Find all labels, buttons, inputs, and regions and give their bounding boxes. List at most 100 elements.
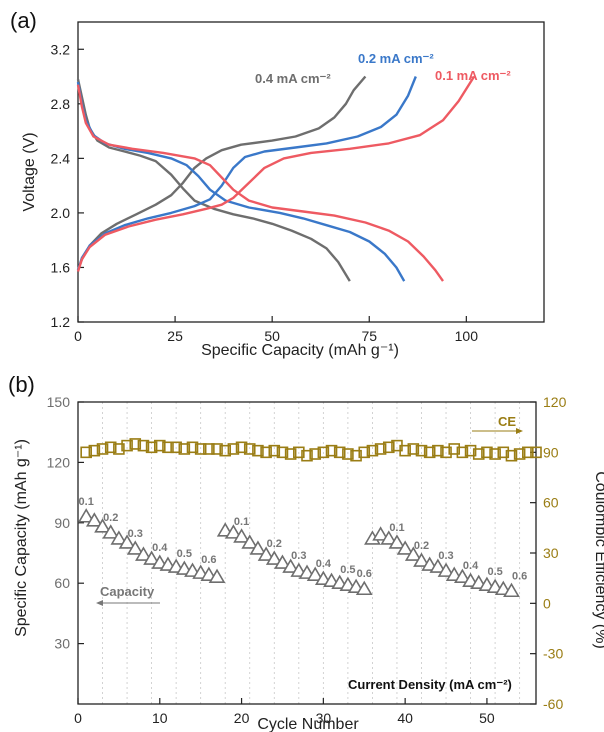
current-density-step-label: 0.3 (291, 550, 306, 562)
ce-point (268, 444, 281, 457)
capacity-point (118, 534, 136, 549)
current-density-step-label: 0.2 (414, 540, 429, 552)
ce-point (203, 443, 215, 455)
ce-point (415, 444, 428, 457)
ce-point (350, 449, 362, 462)
ce-point (227, 443, 240, 455)
ce-point (293, 446, 305, 459)
current-density-step-label: 0.1 (79, 496, 94, 508)
ce-point (464, 444, 477, 457)
capacity-point (241, 534, 259, 549)
ce-point (456, 446, 469, 459)
capacity-point (380, 530, 398, 545)
panel-b-label: (b) (8, 372, 35, 397)
current-density-label: Current Density (mA cm⁻²) (348, 677, 512, 692)
series-line-discharge (76, 79, 351, 282)
capacity-point (282, 558, 300, 573)
capacity-point (110, 530, 128, 545)
x-tick-label-a: 50 (264, 328, 280, 344)
ce-point (178, 443, 191, 455)
capacity-point (233, 528, 250, 543)
capacity-point (85, 512, 103, 527)
y-tick-label-b: 30 (54, 636, 70, 652)
y-tick-label-a: 1.2 (51, 314, 71, 330)
ce-point (489, 448, 501, 460)
ce-point (301, 449, 313, 462)
x-tick-label-a: 75 (361, 328, 377, 344)
current-density-step-label: 0.6 (512, 570, 527, 582)
y2-tick-label-b: 90 (543, 444, 559, 460)
x-axis-label-b: Cycle Number (257, 716, 359, 732)
y-tick-label-a: 2.4 (51, 150, 71, 166)
y2-tick-label-b: 0 (543, 595, 551, 611)
capacity-label: Capacity (100, 584, 155, 599)
ce-point (170, 441, 182, 454)
current-density-step-label: 0.6 (357, 568, 372, 580)
ce-point (194, 443, 207, 455)
capacity-point (135, 546, 152, 561)
capacity-point (225, 524, 242, 539)
capacity-point (429, 558, 447, 573)
ce-point (530, 446, 542, 459)
ce-point (284, 448, 297, 460)
ce-point (358, 446, 371, 459)
capacity-point (208, 568, 226, 583)
current-density-step-label: 0.5 (177, 548, 192, 560)
y-tick-label-b: 150 (47, 394, 71, 410)
y2-tick-label-b: 120 (543, 394, 567, 410)
capacity-point (355, 580, 373, 596)
current-density-step-label: 0.4 (152, 542, 168, 554)
capacity-point (404, 546, 422, 561)
y-tick-label-a: 2.0 (51, 205, 71, 221)
current-density-step-label: 0.1 (234, 516, 249, 528)
y-axis-label-a: Voltage (V) (21, 132, 38, 211)
ce-point (432, 444, 444, 457)
ce-point (243, 443, 256, 455)
ce-point (513, 448, 526, 460)
series-line-charge (76, 75, 476, 272)
capacity-point (454, 568, 471, 583)
capacity-point (249, 540, 267, 555)
ce-point (448, 443, 461, 455)
capacity-point (372, 526, 389, 541)
x-tick-label-b: 40 (397, 710, 413, 726)
capacity-point (437, 562, 455, 577)
y2-tick-label-b: 60 (543, 495, 559, 511)
capacity-point (126, 540, 144, 555)
y2-tick-label-b: 30 (543, 545, 559, 561)
ce-point (235, 441, 248, 454)
ce-point (481, 446, 493, 459)
plot-a-frame (77, 21, 545, 323)
capacity-point (396, 540, 414, 555)
y2-axis-label-b: Coulombic Efficiency (%) (592, 471, 604, 649)
ce-point (121, 439, 133, 452)
y-axis-label-b: Specific Capacity (mAh g⁻¹) (13, 439, 30, 637)
x-axis-label-a: Specific Capacity (mAh g⁻¹) (201, 342, 399, 359)
ce-point (80, 446, 92, 459)
ce-point (472, 448, 485, 460)
capacity-point (413, 552, 430, 567)
ce-point (88, 444, 101, 457)
current-density-step-label: 0.2 (267, 538, 282, 550)
ce-point (399, 444, 411, 457)
ce-point (145, 441, 158, 454)
ce-point (423, 446, 436, 459)
x-tick-label-a: 100 (455, 328, 479, 344)
x-tick-label-b: 30 (316, 710, 332, 726)
ce-point (129, 438, 142, 450)
ce-point (440, 446, 452, 459)
ce-point (137, 439, 150, 452)
ce-point (317, 446, 330, 459)
ce-point (333, 446, 346, 459)
current-density-step-label: 0.1 (389, 522, 404, 534)
series-label-0.1: 0.1 mA cm⁻² (435, 68, 511, 83)
series-line-charge (76, 76, 417, 271)
y-tick-label-b: 90 (54, 515, 70, 531)
current-density-step-label: 0.4 (463, 560, 479, 572)
series-label-0.4: 0.4 mA cm⁻² (255, 71, 331, 86)
ce-point (113, 443, 125, 455)
capacity-point (265, 550, 283, 565)
ce-point (104, 441, 117, 454)
ce-point (325, 444, 338, 457)
